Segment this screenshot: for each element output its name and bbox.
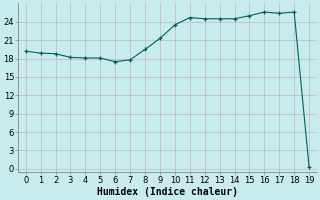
X-axis label: Humidex (Indice chaleur): Humidex (Indice chaleur) bbox=[97, 186, 238, 197]
